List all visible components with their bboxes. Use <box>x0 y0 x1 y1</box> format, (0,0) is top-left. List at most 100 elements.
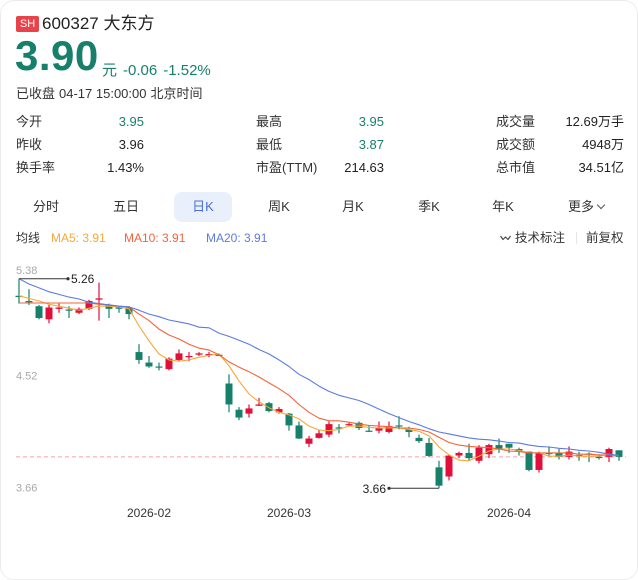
price-change: -0.06 <box>123 62 158 79</box>
candle[interactable] <box>235 407 243 421</box>
candle[interactable] <box>545 446 553 456</box>
stat-label: 市盈(TTM) <box>256 160 318 175</box>
candle[interactable] <box>45 304 53 324</box>
candle[interactable] <box>225 374 233 413</box>
stat-label: 今开 <box>16 114 43 129</box>
stat-pe-ttm: 市盈(TTM) 214.63 <box>256 159 384 177</box>
stat-value: 3.95 <box>358 114 384 129</box>
stat-high: 最高 3.95 <box>256 113 384 131</box>
candle[interactable] <box>335 424 343 434</box>
stat-label: 成交额 <box>496 137 536 152</box>
stat-label: 昨收 <box>16 137 43 152</box>
stat-open: 今开 3.95 <box>16 113 144 131</box>
x-axis-label: 2026-04 <box>487 506 531 520</box>
ma20-line <box>18 278 620 457</box>
ma-legend-title: 均线 <box>16 231 41 245</box>
market-status: 已收盘 04-17 15:00:00 北京时间 <box>16 86 203 102</box>
price-change-row: 元 -0.06 -1.52% <box>102 62 211 80</box>
candle[interactable] <box>245 404 253 418</box>
candle[interactable] <box>415 434 423 443</box>
high-marker-label: 5.26 <box>71 272 95 286</box>
candle[interactable] <box>135 344 143 364</box>
stock-name: 大东方 <box>103 14 155 33</box>
chevron-down-icon <box>596 200 606 210</box>
stat-market-cap: 总市值 34.51亿 <box>496 159 624 177</box>
stat-value: 214.63 <box>344 160 384 175</box>
candle[interactable] <box>375 421 383 434</box>
tech-annotation-button[interactable]: 技术标注 <box>500 230 565 246</box>
candle[interactable] <box>155 362 163 371</box>
stat-label: 成交量 <box>496 114 536 129</box>
price-unit: 元 <box>102 62 118 79</box>
stat-label: 总市值 <box>496 160 536 175</box>
tab-monthly-k[interactable]: 月K <box>342 199 364 214</box>
candle[interactable] <box>395 416 403 430</box>
stat-value: 3.96 <box>118 137 144 152</box>
candle[interactable] <box>55 303 63 313</box>
candle[interactable] <box>425 438 433 457</box>
ma5-legend: MA5: 3.91 <box>51 231 106 245</box>
candle[interactable] <box>455 451 463 459</box>
tab-daily-k[interactable]: 日K <box>174 192 232 222</box>
stat-value: 12.69万手 <box>565 114 624 129</box>
y-axis-label: 4.52 <box>16 371 37 383</box>
candle[interactable] <box>315 430 323 439</box>
forward-adjust-button[interactable]: 前复权 <box>586 231 624 245</box>
candle[interactable] <box>15 278 23 304</box>
wave-line-icon <box>500 235 511 241</box>
candle[interactable] <box>435 460 443 489</box>
candle[interactable] <box>445 454 453 481</box>
candle[interactable] <box>285 412 293 431</box>
stat-prev-close: 昨收 3.96 <box>16 136 144 154</box>
candle[interactable] <box>95 282 103 321</box>
candle[interactable] <box>75 307 83 315</box>
stat-value: 1.43% <box>107 160 144 175</box>
stat-value: 3.87 <box>358 137 384 152</box>
kline-chart[interactable]: 5.38 4.52 3.66 2026-02 2026-03 2026-04 5.26 3.6… <box>1 251 638 531</box>
candle[interactable] <box>305 435 313 448</box>
candle[interactable] <box>145 356 153 368</box>
candle[interactable] <box>195 352 203 357</box>
candle[interactable] <box>325 421 333 438</box>
stat-label: 换手率 <box>16 160 56 175</box>
tab-weekly-k[interactable]: 周K <box>268 199 290 214</box>
candle[interactable] <box>535 451 543 473</box>
stat-value: 34.51亿 <box>578 160 624 175</box>
high-marker-dot <box>66 277 70 281</box>
candle[interactable] <box>345 422 353 426</box>
legend-divider <box>576 232 577 244</box>
tab-five-day[interactable]: 五日 <box>112 199 139 214</box>
tab-quarterly-k[interactable]: 季K <box>418 199 440 214</box>
quote-datetime: 04-17 15:00:00 <box>59 86 147 101</box>
stat-value: 4948万 <box>582 137 624 152</box>
exchange-badge: SH <box>16 16 39 32</box>
stat-turnover-amount: 成交额 4948万 <box>496 136 624 154</box>
y-axis-label: 5.38 <box>16 265 37 277</box>
candle[interactable] <box>365 425 373 432</box>
candle[interactable] <box>295 421 303 440</box>
stat-turnover-rate: 换手率 1.43% <box>16 159 144 177</box>
tab-intraday[interactable]: 分时 <box>32 199 59 214</box>
candle[interactable] <box>555 449 563 460</box>
ma5-line <box>18 295 620 462</box>
x-axis-label: 2026-02 <box>127 506 171 520</box>
candle[interactable] <box>35 304 43 320</box>
market-status-label: 已收盘 <box>16 86 56 101</box>
candle[interactable] <box>475 445 483 464</box>
candle[interactable] <box>385 421 393 434</box>
candle[interactable] <box>525 451 533 472</box>
stock-title: 600327 大东方 <box>42 13 154 35</box>
tab-yearly-k[interactable]: 年K <box>492 199 514 214</box>
candle[interactable] <box>175 349 183 362</box>
y-axis-label: 3.66 <box>16 482 37 494</box>
low-marker-label: 3.66 <box>363 482 387 496</box>
stat-label: 最低 <box>256 137 283 152</box>
current-price: 3.90 <box>15 32 99 79</box>
candle[interactable] <box>205 352 213 358</box>
stat-label: 最高 <box>256 114 283 129</box>
candle[interactable] <box>25 289 33 305</box>
tab-more[interactable]: 更多 <box>557 192 615 222</box>
stat-volume: 成交量 12.69万手 <box>496 113 624 131</box>
ma20-legend: MA20: 3.91 <box>206 231 268 245</box>
